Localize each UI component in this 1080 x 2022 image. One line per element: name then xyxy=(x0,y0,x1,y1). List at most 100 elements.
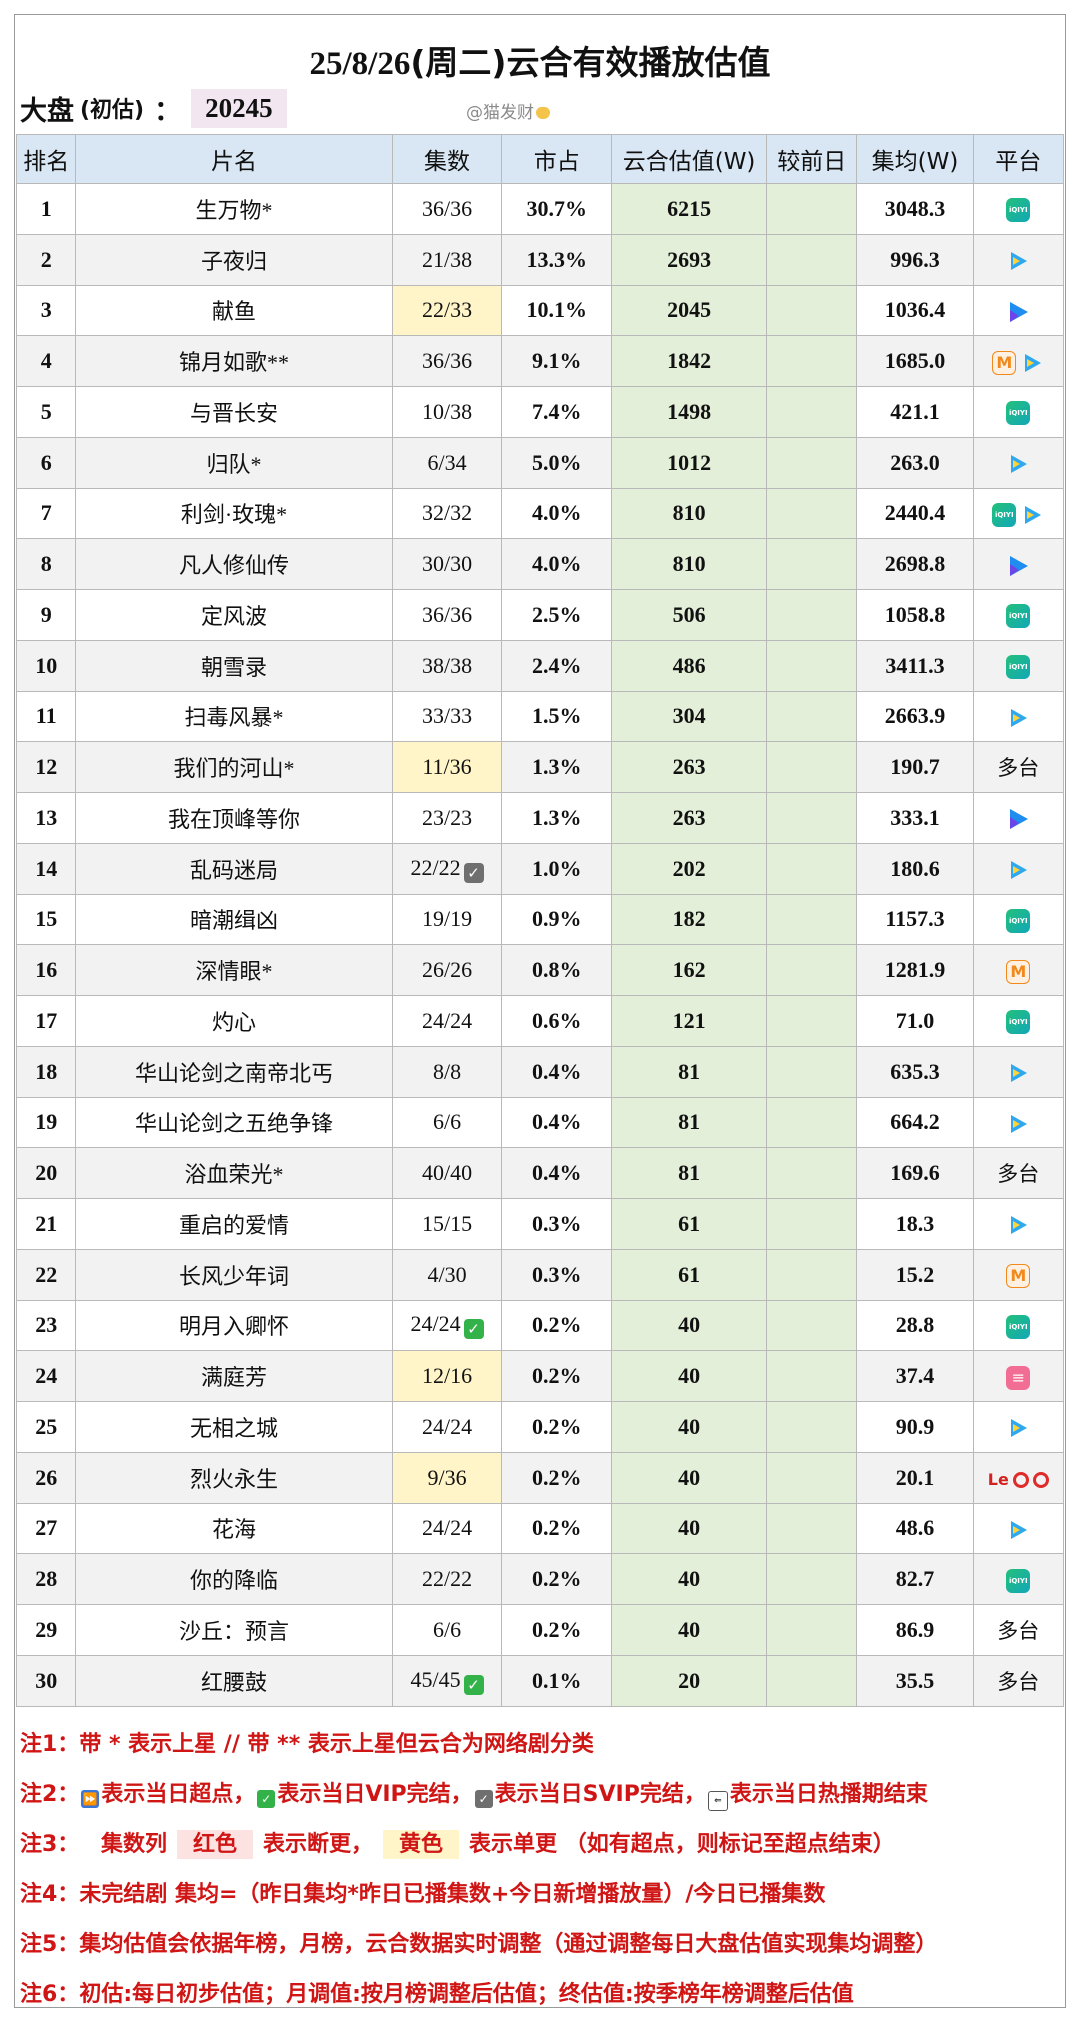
title-cell: 华山论剑之五绝争锋 xyxy=(75,1096,393,1149)
change-cell xyxy=(766,1096,858,1149)
estimate-cell: 202 xyxy=(611,842,768,895)
change-cell xyxy=(766,1045,858,1098)
episodes-cell: 11/36 xyxy=(391,741,503,793)
change-cell xyxy=(766,538,858,590)
title-cell: 花海 xyxy=(75,1502,393,1555)
iqiyi-icon xyxy=(1006,1568,1031,1593)
vip-finished-check-icon: ✓ xyxy=(463,1674,484,1695)
average-cell: 635.3 xyxy=(856,1045,974,1098)
iqiyi-icon xyxy=(1006,604,1031,629)
episodes-cell: 6/34 xyxy=(391,436,503,489)
title-cell: 我们的河山* xyxy=(75,741,393,793)
change-cell xyxy=(766,335,858,387)
multi-platform-label: 多台 xyxy=(997,756,1040,781)
title-cell: 乱码迷局 xyxy=(75,842,393,895)
rank-cell: 23 xyxy=(15,1299,77,1352)
table-row: 19 华山论剑之五绝争锋 6/6 0.4% 81 664.2 xyxy=(15,1096,1065,1149)
table-row: 2 子夜归 21/38 13.3% 2693 996.3 xyxy=(15,233,1065,286)
episodes-cell: 24/24 xyxy=(391,1401,503,1453)
watermark-text: @猫发财 xyxy=(466,103,534,123)
rank-cell: 21 xyxy=(15,1198,77,1250)
episodes-value: 26/26 xyxy=(421,957,473,983)
episodes-cell: 33/33 xyxy=(391,690,503,743)
tencent-video-icon xyxy=(1006,1061,1030,1085)
change-cell xyxy=(766,183,858,235)
title-cell: 长风少年词 xyxy=(75,1248,393,1301)
episodes-cell: 36/36 xyxy=(391,589,503,641)
title-cell: 凡人修仙传 xyxy=(75,538,393,590)
title-cell: 灼心 xyxy=(75,995,393,1047)
episodes-value: 11/36 xyxy=(422,754,472,780)
rank-cell: 2 xyxy=(15,233,77,286)
episodes-value: 24/24 xyxy=(421,1413,473,1439)
rank-cell: 9 xyxy=(15,589,77,641)
platform-cell xyxy=(972,893,1065,946)
estimate-cell: 40 xyxy=(611,1299,768,1352)
average-cell: 82.7 xyxy=(856,1553,974,1605)
share-cell: 0.2% xyxy=(501,1553,613,1605)
table-row: 23 明月入卿怀 24/24 ✓ 0.2% 40 28.8 xyxy=(15,1299,1065,1352)
platform-cell xyxy=(972,284,1065,337)
table-header-row: 排名 片名 集数 市占 云合估值(W) 较前日 集均(W) 平台 xyxy=(15,134,1065,184)
table-row: 5 与晋长安 10/38 7.4% 1498 421.1 xyxy=(15,386,1065,438)
episodes-value: 24/24 xyxy=(421,1515,473,1541)
title-cell: 重启的爱情 xyxy=(75,1198,393,1250)
market-total: 大盘 (初估) ： 20245 xyxy=(20,84,287,132)
rank-cell: 5 xyxy=(15,386,77,438)
average-cell: 86.9 xyxy=(856,1604,974,1656)
platform-cell xyxy=(972,183,1065,235)
change-cell xyxy=(766,944,858,996)
page-title: 25/8/26(周二)云合有效播放估值 xyxy=(0,36,1080,84)
title-text: 云合有效播放估值 xyxy=(506,43,771,82)
episodes-value: 22/33 xyxy=(421,297,473,323)
platform-cell xyxy=(972,1299,1065,1352)
episodes-cell: 6/6 xyxy=(391,1604,503,1656)
estimate-cell: 2693 xyxy=(611,233,768,286)
table-row: 1 生万物* 36/36 30.7% 6215 3048.3 xyxy=(15,183,1065,235)
share-cell: 1.3% xyxy=(501,741,613,793)
col-average-header: 集均(W) xyxy=(856,134,974,184)
rank-cell: 12 xyxy=(15,741,77,793)
episodes-value: 19/19 xyxy=(421,906,473,932)
episodes-value: 9/36 xyxy=(427,1464,467,1490)
title-cell: 生万物* xyxy=(75,183,393,235)
title-cell: 明月入卿怀 xyxy=(75,1299,393,1352)
episodes-cell: 32/32 xyxy=(391,487,503,540)
average-cell: 35.5 xyxy=(856,1654,974,1707)
title-cell: 归队* xyxy=(75,436,393,489)
estimate-cell: 61 xyxy=(611,1198,768,1250)
rank-cell: 27 xyxy=(15,1502,77,1555)
episodes-value: 6/34 xyxy=(427,449,467,475)
average-cell: 263.0 xyxy=(856,436,974,489)
platform-cell xyxy=(972,792,1065,844)
share-cell: 0.2% xyxy=(501,1401,613,1453)
table-row: 18 华山论剑之南帝北丐 8/8 0.4% 81 635.3 xyxy=(15,1045,1065,1098)
tencent-video-icon xyxy=(1006,452,1030,476)
title-cell: 你的降临 xyxy=(75,1553,393,1605)
table-row: 30 红腰鼓 45/45 ✓ 0.1% 20 35.5 多台 xyxy=(15,1654,1065,1707)
estimate-cell: 40 xyxy=(611,1502,768,1555)
episodes-cell: 9/36 xyxy=(391,1451,503,1504)
estimate-cell: 81 xyxy=(611,1147,768,1199)
note-text: 集数列 xyxy=(100,1832,167,1857)
platform-cell xyxy=(972,1553,1065,1605)
estimate-cell: 304 xyxy=(611,690,768,743)
average-cell: 48.6 xyxy=(856,1502,974,1555)
note-6: 注6：初估:每日初步估值；月调值:按月榜调整后估值；终估值:按季榜年榜调整后估值 xyxy=(16,1970,1064,2020)
change-cell xyxy=(766,842,858,895)
change-cell xyxy=(766,1654,858,1707)
episodes-cell: 26/26 xyxy=(391,944,503,996)
title-cell: 深情眼* xyxy=(75,944,393,996)
table-row: 12 我们的河山* 11/36 1.3% 263 190.7 多台 xyxy=(15,741,1065,793)
rank-cell: 1 xyxy=(15,183,77,235)
yellow-swatch: 黄色 xyxy=(383,1830,460,1859)
table-row: 16 深情眼* 26/26 0.8% 162 1281.9 xyxy=(15,944,1065,996)
average-cell: 2663.9 xyxy=(856,690,974,743)
multi-platform-label: 多台 xyxy=(997,1618,1040,1643)
table-row: 29 沙丘：预言 6/6 0.2% 40 86.9 多台 xyxy=(15,1604,1065,1656)
average-cell: 28.8 xyxy=(856,1299,974,1352)
platform-cell xyxy=(972,1045,1065,1098)
share-cell: 0.3% xyxy=(501,1248,613,1301)
note-text: 表示当日热播期结束 xyxy=(729,1782,928,1807)
average-cell: 996.3 xyxy=(856,233,974,286)
